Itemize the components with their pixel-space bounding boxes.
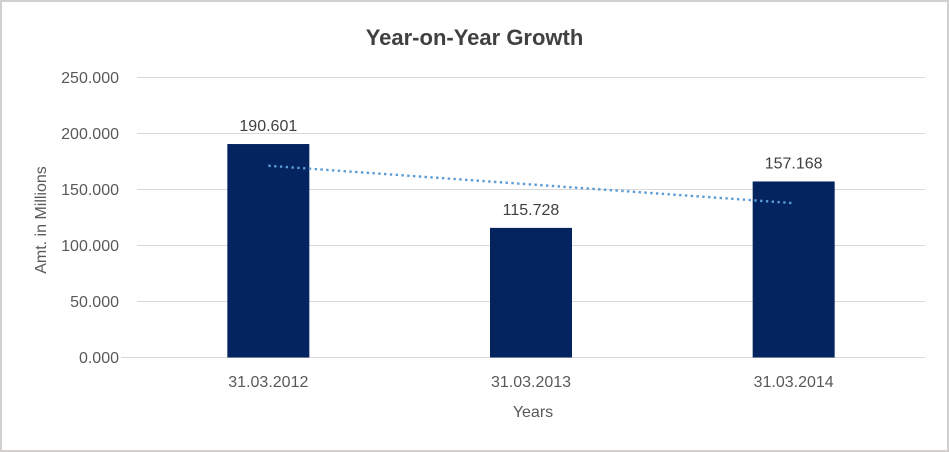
- x-axis-title: Years: [512, 404, 554, 421]
- bar: [227, 144, 310, 358]
- trendline: [268, 164, 794, 205]
- bar-value-label: 190.601: [239, 118, 297, 135]
- bar: [490, 227, 572, 358]
- y-tick-label: 100.000: [61, 238, 119, 255]
- y-tick-label: 150.000: [61, 182, 119, 199]
- y-tick-label: 0.000: [79, 350, 119, 367]
- bar: [752, 181, 835, 358]
- y-tick-label: 50.000: [70, 294, 119, 311]
- bar-value-label: 157.168: [765, 155, 823, 172]
- category-label: 31.03.2012: [228, 374, 308, 391]
- chart-title: Year-on-Year Growth: [365, 25, 584, 50]
- y-tick-label: 250.000: [61, 70, 119, 87]
- category-label: 31.03.2014: [754, 374, 834, 391]
- y-tick-label: 200.000: [61, 126, 119, 143]
- category-label: 31.03.2013: [491, 374, 571, 391]
- bar-value-label: 115.728: [503, 202, 560, 219]
